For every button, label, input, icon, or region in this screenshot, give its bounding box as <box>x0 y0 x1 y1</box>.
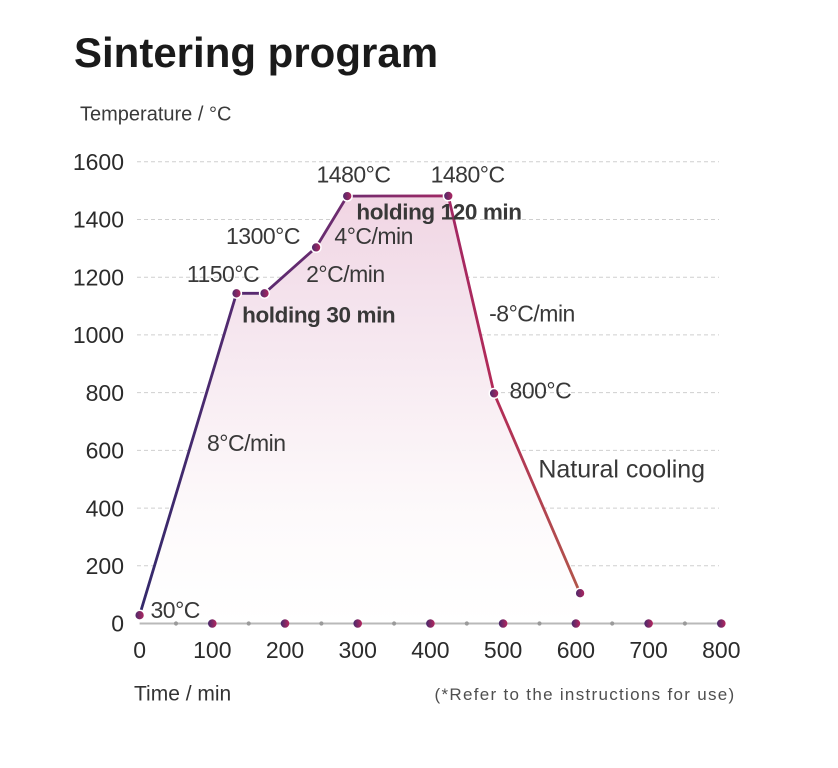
svg-text:1000: 1000 <box>73 322 124 348</box>
svg-text:200: 200 <box>266 637 304 663</box>
svg-text:400: 400 <box>411 637 449 663</box>
svg-text:400: 400 <box>86 495 124 521</box>
svg-text:1400: 1400 <box>73 207 124 233</box>
svg-text:0: 0 <box>133 637 146 663</box>
svg-text:Time / min: Time / min <box>134 683 231 706</box>
svg-text:2°C/min: 2°C/min <box>306 261 385 287</box>
svg-text:100: 100 <box>193 637 231 663</box>
svg-text:1600: 1600 <box>73 149 124 175</box>
svg-text:Temperature / °C: Temperature / °C <box>80 104 231 126</box>
svg-text:holding 120 min: holding 120 min <box>356 200 521 225</box>
svg-text:30°C: 30°C <box>151 597 200 623</box>
svg-text:800: 800 <box>86 380 124 406</box>
svg-text:1150°C: 1150°C <box>187 261 259 287</box>
svg-text:holding 30 min: holding 30 min <box>242 302 395 327</box>
svg-text:800: 800 <box>702 637 740 663</box>
svg-text:1480°C: 1480°C <box>431 161 505 187</box>
svg-text:300: 300 <box>339 637 377 663</box>
svg-text:500: 500 <box>484 637 522 663</box>
svg-text:1300°C: 1300°C <box>226 223 300 249</box>
svg-text:0: 0 <box>111 611 124 637</box>
svg-text:(*Refer to the instructions fo: (*Refer to the instructions for use) <box>435 685 736 704</box>
svg-text:600: 600 <box>86 438 124 464</box>
svg-text:200: 200 <box>86 553 124 579</box>
svg-text:600: 600 <box>557 637 595 663</box>
svg-text:8°C/min: 8°C/min <box>207 430 286 456</box>
svg-text:800°C: 800°C <box>510 378 572 404</box>
svg-text:Natural cooling: Natural cooling <box>538 455 705 483</box>
svg-text:1480°C: 1480°C <box>317 161 391 187</box>
svg-text:4°C/min: 4°C/min <box>334 223 413 249</box>
svg-text:Sintering program: Sintering program <box>74 29 438 76</box>
svg-text:-8°C/min: -8°C/min <box>489 301 575 327</box>
svg-text:700: 700 <box>629 637 667 663</box>
svg-text:1200: 1200 <box>73 264 124 290</box>
